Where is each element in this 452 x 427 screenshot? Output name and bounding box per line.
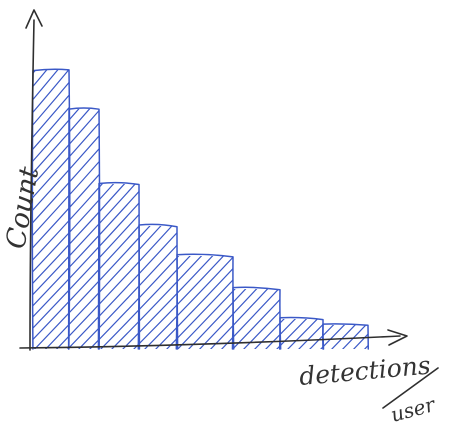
hatch-stroke [33, 70, 276, 349]
hatch-stroke [283, 70, 368, 349]
x-axis-arrowhead [387, 329, 408, 346]
x-axis-label-denominator: user [388, 392, 439, 427]
bar [278, 316, 325, 350]
hatch-stroke [349, 70, 368, 349]
hatch-stroke [206, 70, 368, 349]
hatch-stroke [96, 70, 364, 349]
hatch-stroke [250, 70, 368, 349]
per-slash [382, 367, 439, 409]
hatch-stroke [33, 70, 78, 349]
axes [19, 9, 408, 351]
hatch-stroke [261, 70, 368, 349]
hatch-stroke [33, 70, 287, 349]
x-axis-label: detections [298, 351, 432, 391]
hatch-stroke [195, 70, 368, 349]
hatch-stroke [33, 70, 100, 349]
hatch-stroke [33, 70, 89, 349]
hatch-stroke [173, 70, 368, 349]
hatch-stroke [151, 70, 368, 349]
bar-hatching [33, 60, 452, 353]
hatch-stroke [140, 70, 368, 349]
hatch-stroke [118, 70, 368, 349]
hatch-stroke [107, 70, 368, 349]
hatch-stroke [272, 70, 368, 349]
hatch-stroke [184, 70, 368, 349]
bars [31, 68, 370, 350]
y-axis-line [29, 19, 35, 351]
hatch-stroke [305, 70, 368, 349]
hatch-stroke [228, 70, 368, 349]
hatch-stroke [217, 70, 368, 349]
hatch-stroke [162, 70, 368, 349]
bar [97, 181, 141, 350]
hatch-stroke [338, 70, 368, 349]
y-axis-label: Count [0, 164, 45, 251]
hatch-stroke [360, 70, 368, 349]
hatch-stroke [372, 60, 452, 353]
hatch-stroke [294, 70, 368, 349]
hatch-stroke [327, 70, 368, 349]
bar [31, 68, 71, 350]
y-axis-arrowhead [25, 9, 43, 29]
hatch-stroke [239, 70, 368, 349]
hatch-stroke [129, 70, 368, 349]
x-axis-line [19, 335, 401, 349]
hatch-stroke [316, 70, 368, 349]
bar [321, 323, 370, 350]
bar [67, 107, 101, 350]
